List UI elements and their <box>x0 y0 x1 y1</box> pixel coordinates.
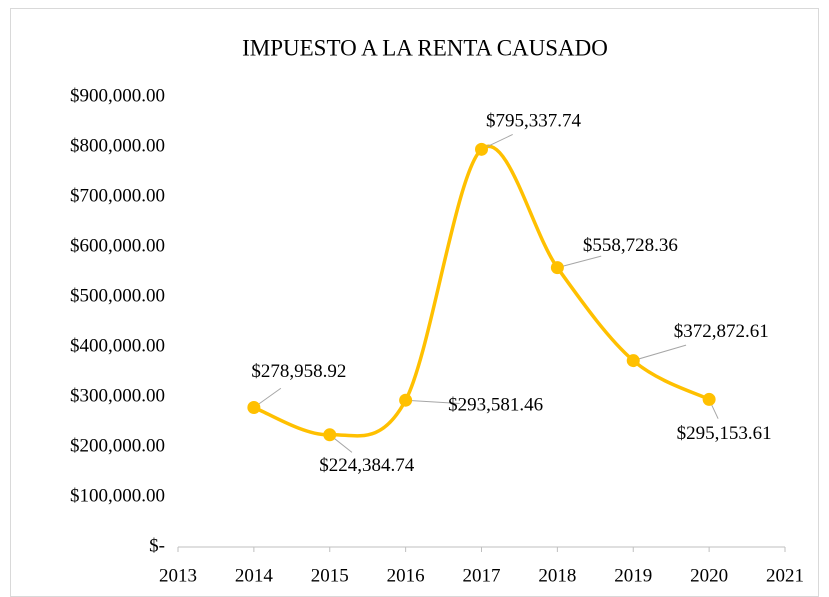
y-tick-label: $500,000.00 <box>70 285 165 306</box>
y-tick-label: $200,000.00 <box>70 435 165 456</box>
leader-line <box>633 344 687 362</box>
y-tick-label: $900,000.00 <box>70 85 165 106</box>
y-tick-label: $700,000.00 <box>70 185 165 206</box>
point <box>323 428 337 442</box>
y-tick-label: $100,000.00 <box>70 485 165 506</box>
point <box>550 261 564 275</box>
chart-title: IMPUESTO A LA RENTA CAUSADO <box>242 35 608 60</box>
data-label: $224,384.74 <box>319 455 415 476</box>
point <box>399 393 413 407</box>
x-tick-label: 2018 <box>538 565 576 586</box>
data-label: $293,581.46 <box>448 395 543 416</box>
y-tick-label: $800,000.00 <box>70 135 165 156</box>
x-tick-label: 2019 <box>614 565 652 586</box>
point <box>247 401 261 415</box>
point <box>475 142 488 156</box>
data-label: $558,728.36 <box>583 235 678 256</box>
data-label: $372,872.61 <box>674 321 769 342</box>
x-tick-label: 2020 <box>690 565 728 586</box>
data-label: $278,958.92 <box>251 361 346 382</box>
x-tick-label: 2013 <box>159 565 197 586</box>
x-tick-label: 2014 <box>235 565 274 586</box>
point <box>626 354 640 368</box>
x-tick-label: 2021 <box>766 565 804 586</box>
x-tick-label: 2015 <box>311 565 349 586</box>
point <box>702 392 716 406</box>
x-tick-label: 2017 <box>463 565 501 586</box>
data-label: $295,153.61 <box>677 423 772 444</box>
x-tick-label: 2016 <box>387 565 425 586</box>
leader-line <box>405 399 460 405</box>
leader-line <box>557 255 602 269</box>
y-tick-label: $- <box>149 535 165 556</box>
chart-border <box>10 8 819 597</box>
y-tick-label: $600,000.00 <box>70 235 165 256</box>
y-tick-label: $400,000.00 <box>70 335 165 356</box>
y-tick-label: $300,000.00 <box>70 385 165 406</box>
data-label: $795,337.74 <box>486 111 582 132</box>
